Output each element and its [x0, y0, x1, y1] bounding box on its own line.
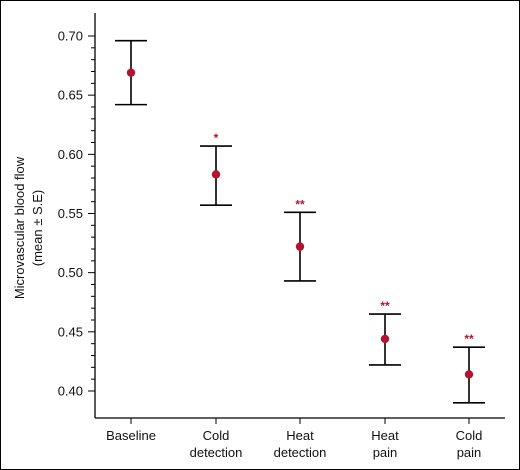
significance-marker: ** — [295, 197, 305, 211]
y-tick-label: 0.40 — [58, 384, 83, 399]
significance-marker: ** — [464, 332, 474, 346]
mean-point — [464, 370, 474, 379]
x-category-labels: Baseline Cold detection Heat detection Heat pa… — [106, 428, 482, 460]
x-category-label: Baseline — [106, 428, 156, 443]
x-category-label: Heat — [371, 428, 399, 443]
y-tick-label: 0.45 — [58, 324, 83, 339]
y-tick-label: 0.60 — [58, 147, 83, 162]
y-tick-label: 0.50 — [58, 265, 83, 280]
y-axis-title: Microvascular blood flow (mean ± S.E) — [12, 156, 45, 299]
mean-point — [211, 170, 221, 179]
x-category-label: Cold — [203, 428, 230, 443]
x-category-label: detection — [190, 445, 243, 460]
y-ticks: 0.40 0.45 0.50 0.55 0.60 0.65 0.70 — [58, 29, 95, 399]
mean-point — [295, 242, 305, 251]
x-category-label: detection — [274, 445, 327, 460]
significance-marker: ** — [380, 299, 390, 313]
y-tick-label: 0.65 — [58, 88, 83, 103]
axes — [94, 13, 505, 424]
x-category-label: pain — [457, 445, 482, 460]
y-tick-label: 0.70 — [58, 29, 83, 44]
y-axis-title-line: Microvascular blood flow — [12, 156, 27, 299]
mean-point — [126, 68, 136, 77]
significance-marker: * — [214, 131, 219, 145]
x-category-label: pain — [373, 445, 398, 460]
x-category-label: Heat — [286, 428, 314, 443]
y-tick-label: 0.55 — [58, 206, 83, 221]
x-category-label: Cold — [456, 428, 483, 443]
mean-point — [380, 334, 390, 344]
data-marks: ******* — [115, 39, 485, 404]
y-axis-title-line: (mean ± S.E) — [30, 190, 45, 267]
